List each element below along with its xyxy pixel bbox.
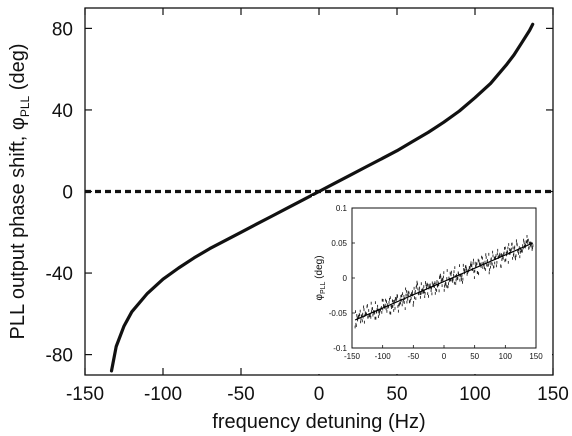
- x-tick-label: 0: [314, 384, 325, 405]
- y-axis-title-subscript: PLL: [18, 95, 32, 117]
- inset-background: [312, 196, 552, 374]
- y-axis-title-unit: (deg): [7, 44, 29, 96]
- inset-y-tick-label: 0.1: [336, 204, 348, 213]
- x-tick-label: 50: [386, 384, 407, 405]
- x-tick-label: -100: [144, 384, 182, 405]
- inset-data-points: [354, 235, 534, 329]
- inset-y-axis-title-unit: (deg): [314, 255, 325, 281]
- inset-x-tick-label: 150: [529, 352, 543, 361]
- main-plot: -150 -100 -50 0 50 100 150 -80 -40 0 40 80 frequency…: [7, 7, 569, 433]
- x-tick-label: -50: [227, 384, 254, 405]
- inset-y-axis-title-main: φ: [314, 294, 325, 301]
- y-tick-label: -80: [46, 346, 73, 367]
- x-tick-label: 150: [537, 384, 569, 405]
- inset-y-tick-label: -0.05: [329, 309, 348, 318]
- inset-trend-line: [354, 242, 534, 321]
- inset-x-tick-label: -100: [375, 352, 392, 361]
- inset-plot: -150 -100 -50 0 50 100 150 -0.1 -0.05 0 0.05 0.1 φPL…: [312, 196, 552, 374]
- x-tick-label: -150: [66, 384, 104, 405]
- y-tick-label: 0: [62, 183, 73, 204]
- y-tick-label: 80: [52, 19, 73, 40]
- inset-y-axis-title-subscript: PLL: [320, 281, 327, 294]
- inset-x-tick-label: 100: [499, 352, 513, 361]
- inset-x-tick-label: -150: [344, 352, 361, 361]
- y-axis-title: PLL output phase shift, φPLL (deg): [7, 44, 32, 340]
- inset-y-axis-title: φPLL (deg): [314, 255, 327, 300]
- inset-y-tick-label: 0: [343, 274, 348, 283]
- y-tick-label: -40: [46, 264, 73, 285]
- x-tick-label: 100: [459, 384, 491, 405]
- y-tick-label: 40: [52, 101, 73, 122]
- y-axis-title-main: PLL output phase shift, φ: [7, 117, 29, 339]
- inset-y-tick-label: -0.1: [333, 344, 347, 353]
- inset-x-tick-label: -50: [408, 352, 420, 361]
- inset-y-tick-label: 0.05: [331, 239, 347, 248]
- phase-shift-curve: [109, 22, 535, 373]
- x-axis-title: frequency detuning (Hz): [212, 411, 425, 433]
- inset-x-tick-label: 50: [470, 352, 479, 361]
- inset-x-tick-label: 0: [442, 352, 447, 361]
